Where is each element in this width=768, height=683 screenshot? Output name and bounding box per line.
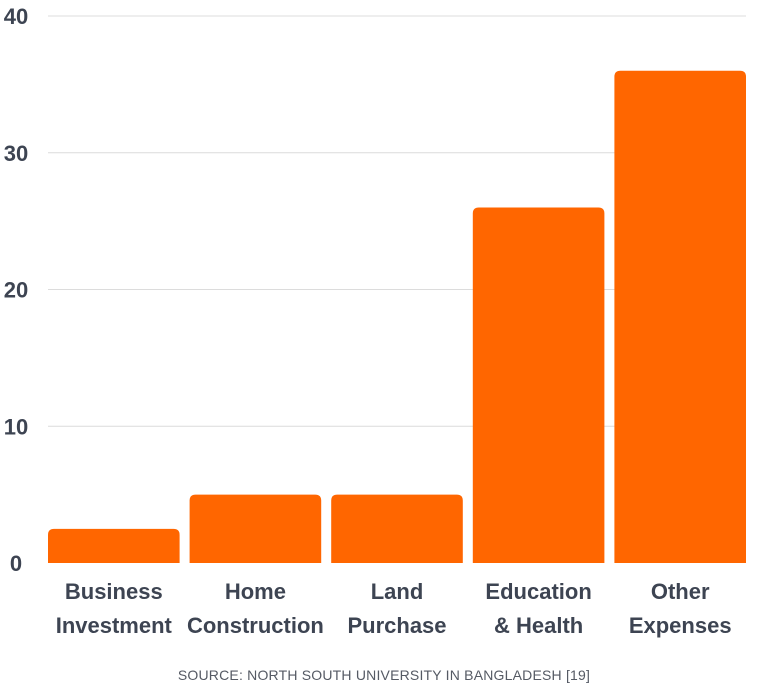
y-tick-label: 20 (4, 278, 28, 303)
x-category-label: Other (651, 579, 710, 604)
x-axis-category-labels: Business Investment Home Construction Land Pu… (56, 579, 732, 638)
x-category-label: Expenses (629, 613, 732, 638)
x-category-label: Business (65, 579, 163, 604)
bars (48, 70, 746, 563)
y-axis-tick-labels: 0 10 20 30 40 (4, 4, 28, 576)
bar-business-investment (48, 528, 180, 563)
x-category-label: Education (485, 579, 591, 604)
bar-home-construction (189, 494, 322, 563)
x-category-label: Land (371, 579, 424, 604)
bar-land-purchase (331, 494, 463, 563)
x-category-label: Purchase (347, 613, 446, 638)
x-category-label: & Health (494, 613, 583, 638)
x-category-label: Investment (56, 613, 173, 638)
y-tick-label: 30 (4, 141, 28, 166)
x-category-label: Construction (187, 613, 324, 638)
y-tick-label: 10 (4, 414, 28, 439)
source-note: SOURCE: NORTH SOUTH UNIVERSITY IN BANGLA… (178, 667, 590, 683)
bar-education-health (472, 207, 605, 563)
y-tick-label: 0 (10, 551, 22, 576)
y-tick-label: 40 (4, 4, 28, 29)
x-category-label: Home (225, 579, 286, 604)
bar-other-expenses (614, 70, 746, 563)
